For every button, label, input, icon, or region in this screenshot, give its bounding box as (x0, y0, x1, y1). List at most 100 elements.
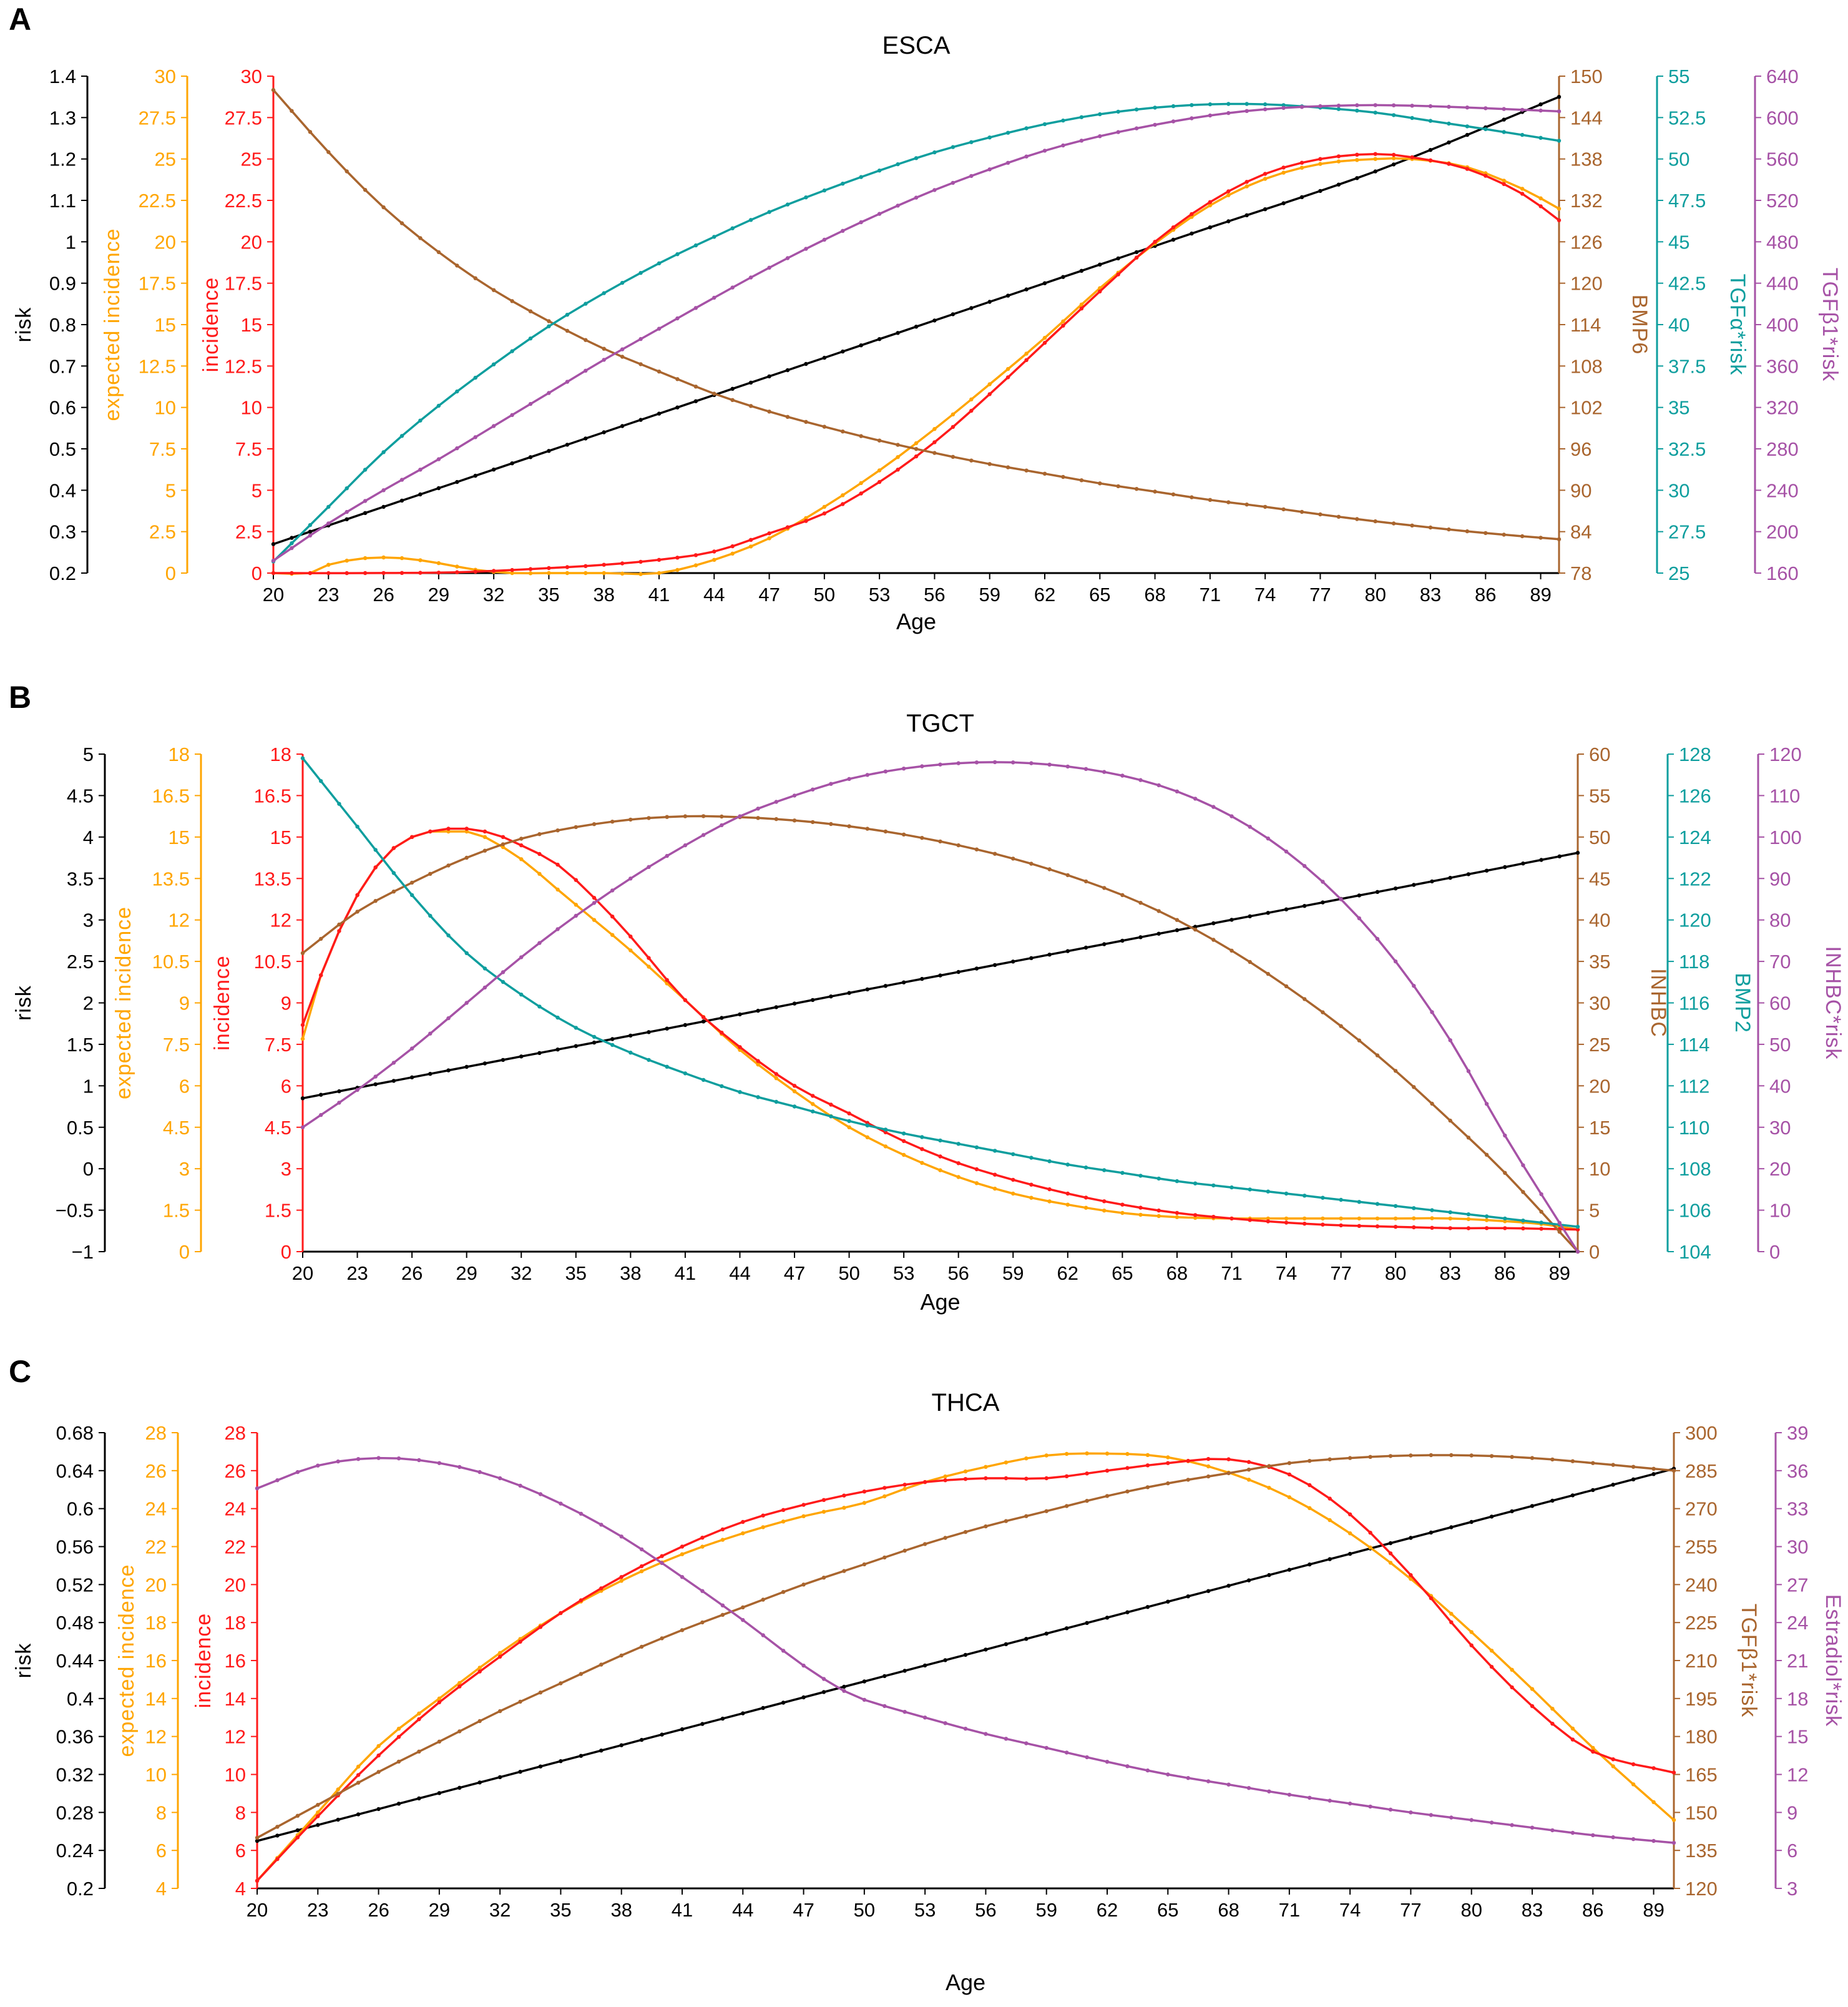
x-tick-label: 50 (854, 1899, 875, 1921)
x-tick-label: 74 (1254, 584, 1276, 606)
data-point-tgf-1-risk (528, 401, 533, 406)
data-point-bmp6 (381, 205, 386, 210)
data-point-tgf-1-risk (963, 1529, 968, 1534)
data-point-bmp6 (1557, 537, 1562, 541)
data-point-expected-incidence (628, 948, 633, 953)
data-point-bmp2 (938, 1138, 942, 1143)
x-tick-label: 23 (307, 1899, 328, 1921)
data-point-bmp2 (537, 1004, 542, 1009)
data-point-inhbc (811, 820, 815, 825)
data-point-bmp6 (399, 221, 404, 225)
data-point-expected-incidence (712, 557, 716, 562)
x-tick-label: 35 (550, 1899, 571, 1921)
y-tick-label: 8 (235, 1802, 246, 1823)
data-point-expected-incidence (920, 1161, 924, 1165)
data-point-tgf-1-risk (491, 424, 496, 428)
y-tick-label: 1.4 (49, 66, 76, 87)
y-tick-label: 45 (1589, 868, 1610, 890)
data-point-inhbc (720, 814, 724, 819)
y-tick-label: 102 (1570, 397, 1603, 419)
data-point-risk (730, 386, 735, 391)
data-point-risk (882, 1674, 887, 1679)
data-point-inhbc-risk (1138, 778, 1143, 782)
data-point-expected-incidence (537, 871, 542, 876)
y-tick-label: 110 (1679, 1117, 1709, 1139)
y-tick-label: 9 (179, 993, 190, 1014)
data-point-incidence (647, 956, 651, 960)
data-point-incidence (1591, 1749, 1595, 1754)
data-point-risk (1083, 945, 1088, 950)
x-tick-label: 83 (1522, 1899, 1543, 1921)
data-point-incidence (665, 978, 669, 983)
series-tgf-risk (271, 102, 1562, 564)
data-point-incidence (811, 1094, 815, 1098)
x-tick-label: 26 (368, 1899, 389, 1921)
data-point-tgf-1-risk (712, 295, 716, 300)
data-point-tgf-1-risk (1105, 1494, 1110, 1498)
data-point-risk (1503, 865, 1507, 870)
y-tick-label: 112 (1679, 1075, 1709, 1097)
data-point-risk (1465, 132, 1470, 137)
data-point-expected-incidence (501, 845, 506, 850)
x-tick-label: 74 (1339, 1899, 1361, 1921)
data-point-bmp6 (951, 454, 956, 459)
data-point-risk (1336, 182, 1341, 187)
data-point-bmp2 (1266, 1189, 1271, 1194)
data-point-bmp2 (355, 825, 359, 829)
data-point-bmp6 (1465, 529, 1470, 534)
data-point-expected-incidence (730, 551, 735, 556)
y-tick-label: 16.5 (152, 785, 190, 807)
data-point-inhbc (355, 910, 359, 914)
data-point-bmp6 (1171, 492, 1176, 497)
data-point-expected-incidence (969, 397, 974, 401)
data-point-incidence (1428, 158, 1433, 162)
data-point-incidence (1047, 1187, 1052, 1192)
y-tick-label: 80 (1769, 910, 1791, 931)
data-point-expected-incidence (1208, 203, 1213, 208)
y-tick-label: 126 (1570, 231, 1603, 253)
y-tick-label: 108 (1679, 1158, 1711, 1180)
data-point-incidence (1430, 1225, 1434, 1230)
y-tick-label: 37.5 (1668, 355, 1706, 377)
data-point-tgf-1-risk (1484, 106, 1488, 110)
data-point-expected-incidence (1102, 1209, 1107, 1213)
x-tick-label: 71 (1200, 584, 1221, 606)
data-point-risk (619, 1743, 623, 1747)
data-point-expected-incidence (720, 1538, 725, 1542)
data-point-incidence (1489, 1664, 1494, 1669)
data-point-tgf-risk (1538, 135, 1543, 140)
series-inhbc (300, 814, 1580, 1254)
data-point-inhbc-risk (391, 1061, 396, 1065)
data-point-bmp2 (1047, 1159, 1052, 1164)
x-tick-label: 50 (814, 584, 835, 606)
data-point-tgf-1-risk (951, 180, 956, 185)
data-point-risk (822, 355, 827, 360)
y-tick-label: 0.6 (67, 1498, 94, 1520)
data-point-bmp6 (1098, 481, 1102, 486)
y-tick-label: 195 (1685, 1688, 1718, 1710)
series-line-incidence (256, 1458, 1674, 1882)
y-axis-label-inhbc-risk: INHBC*risk (1821, 946, 1845, 1060)
data-point-incidence (877, 479, 882, 484)
data-point-incidence (592, 896, 597, 900)
x-tick-label: 32 (483, 584, 504, 606)
data-point-inhbc (1503, 1170, 1507, 1175)
x-tick-label: 80 (1460, 1899, 1482, 1921)
data-point-inhbc (829, 822, 833, 827)
data-point-tgf-risk (528, 336, 533, 341)
data-point-risk (1430, 879, 1434, 884)
data-point-incidence (1005, 375, 1010, 380)
x-tick-label: 32 (489, 1899, 511, 1921)
data-point-expected-incidence (992, 1186, 997, 1191)
data-point-risk (1570, 1493, 1575, 1498)
data-point-tgf-risk (308, 523, 313, 528)
data-point-incidence (1530, 1704, 1535, 1709)
data-point-bmp6 (1190, 495, 1194, 499)
data-point-risk (847, 991, 851, 995)
data-point-inhbc (1284, 984, 1289, 989)
chart-title: ESCA (882, 32, 951, 59)
data-point-incidence (1375, 1224, 1380, 1229)
data-point-tgf-1-risk (700, 1620, 705, 1625)
y-tick-label: −0.5 (56, 1200, 94, 1222)
data-point-bmp6 (1410, 523, 1414, 528)
